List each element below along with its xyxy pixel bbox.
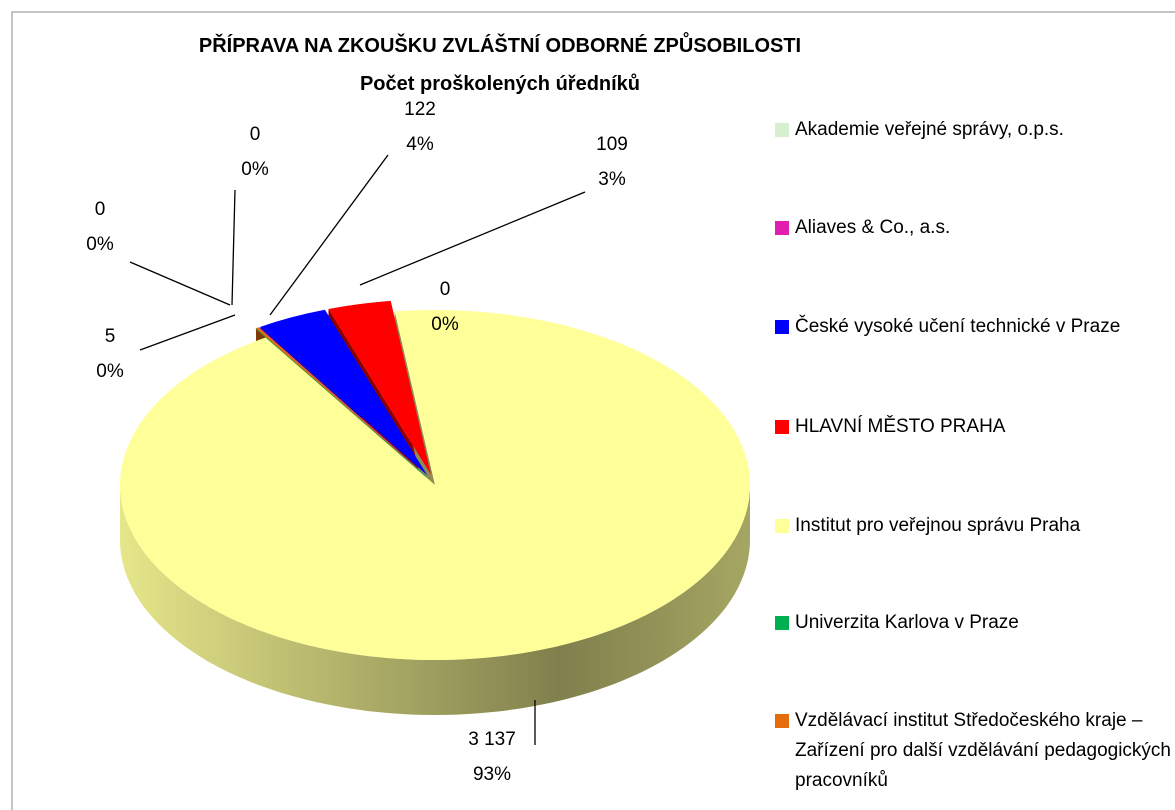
legend-label: Vzdělávací institut Středočeského kraje … [795,710,1171,791]
data-label-percent: 4% [406,134,434,155]
leader-line [269,154,389,316]
data-label-percent: 0% [86,234,114,255]
slice [328,300,431,475]
legend-swatch [775,616,789,630]
leader-line [231,189,236,306]
legend-label: Institut pro veřejnou správu Praha [795,515,1081,536]
chart-title: PŘÍPRAVA NA ZKOUŠKU ZVLÁŠTNÍ ODBORNÉ ZPŮ… [199,31,801,57]
data-label: 0 [440,279,451,300]
data-label: 5 [105,326,116,347]
slice [119,310,750,661]
data-label-percent: 0% [241,159,269,180]
leader-line [139,314,236,351]
leader-line [359,191,586,286]
legend-swatch [775,221,789,235]
legend-swatch [775,420,789,434]
data-label-percent: 0% [431,314,459,335]
legend-swatch [775,123,789,137]
data-label: 3 137 [468,729,516,750]
chart-subtitle: Počet proškolených úředníků [360,73,640,95]
legend-item: Institut pro veřejnou správu Praha [775,511,1175,541]
slice [260,309,428,476]
legend-label: Aliaves & Co., a.s. [795,217,951,238]
legend-item: Vzdělávací institut Středočeského kraje … [775,706,1175,796]
legend-label: Akademie veřejné správy, o.p.s. [795,119,1064,140]
legend-label: České vysoké učení technické v Praze [795,316,1121,337]
leader-line [129,261,231,306]
legend-item: Univerzita Karlova v Praze [775,608,1175,638]
data-label-percent: 0% [96,361,124,382]
legend-item: HLAVNÍ MĚSTO PRAHA [775,412,1175,442]
legend-item: České vysoké učení technické v Praze [775,312,1175,342]
legend-swatch [775,320,789,334]
legend-swatch [775,714,789,728]
data-label-percent: 3% [598,169,626,190]
data-label: 109 [596,134,628,155]
data-label: 0 [250,124,261,145]
legend-item: Aliaves & Co., a.s. [775,213,1175,243]
slice [255,327,426,476]
slice [255,327,426,477]
legend-swatch [775,519,789,533]
slice [258,327,426,477]
legend-label: HLAVNÍ MĚSTO PRAHA [795,416,1006,437]
data-label: 122 [404,99,436,120]
legend-item: Akademie veřejné správy, o.p.s. [775,115,1175,145]
slice-side-shade [120,485,750,715]
data-label-percent: 93% [473,764,511,785]
data-label: 0 [95,199,106,220]
legend-label: Univerzita Karlova v Praze [795,612,1019,633]
